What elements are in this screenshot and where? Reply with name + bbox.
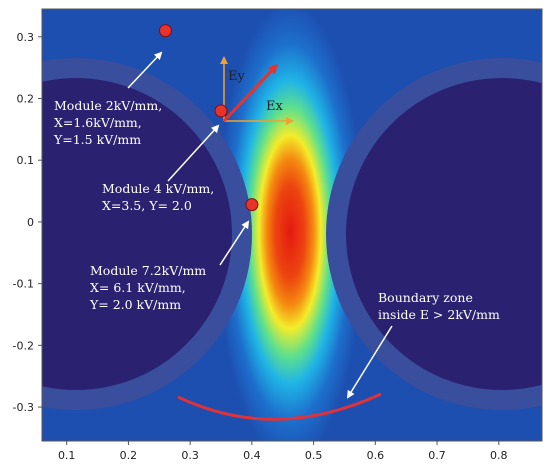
boundary-zone-arc xyxy=(177,392,382,421)
y-tick-label: 0.1 xyxy=(17,154,35,167)
label-module-7-2: Module 7.2kV/mm X= 6.1 kV/mm, Y= 2.0 kV/… xyxy=(89,263,210,312)
left-electrode xyxy=(42,78,232,390)
x-tick-label: 0.6 xyxy=(367,449,385,462)
label-module-7-2-line-2: X= 6.1 kV/mm, xyxy=(90,280,186,295)
label-boundary-line-1: Boundary zone xyxy=(378,290,473,305)
x-tick-label: 0.7 xyxy=(428,449,446,462)
label-module-4-line-2: X=3.5, Y= 2.0 xyxy=(102,198,192,213)
field-vector-diagram: Ey Ex xyxy=(220,56,294,125)
label-module-7-2-line-1: Module 7.2kV/mm xyxy=(90,263,206,278)
field-vector-arrow xyxy=(222,63,279,123)
y-tick-label: -0.3 xyxy=(13,401,34,414)
arrow-module-7-2 xyxy=(219,220,250,266)
label-boundary-line-2: inside E > 2kV/mm xyxy=(378,307,500,322)
arrow-boundary xyxy=(346,325,393,399)
ex-label: Ex xyxy=(266,99,283,114)
label-boundary-zone: Boundary zone inside E > 2kV/mm xyxy=(378,290,500,322)
measurement-points xyxy=(158,24,259,212)
point-module-4 xyxy=(214,104,228,118)
x-tick-label: 0.8 xyxy=(490,449,508,462)
label-module-7-2-line-3: Y= 2.0 kV/mm xyxy=(89,297,181,312)
y-tick-label: 0.2 xyxy=(17,92,35,105)
label-module-4: Module 4 kV/mm, X=3.5, Y= 2.0 xyxy=(102,181,218,213)
plot-area xyxy=(42,9,542,441)
arrow-module-4 xyxy=(167,124,220,182)
label-module-2-line-3: Y=1.5 kV/mm xyxy=(53,132,141,147)
label-module-2: Module 2kV/mm, X=1.6kV/mm, Y=1.5 kV/mm xyxy=(53,98,166,147)
point-module-7-2 xyxy=(245,198,259,212)
ey-label: Ey xyxy=(228,69,245,84)
x-tick-label: 0.2 xyxy=(120,449,138,462)
x-tick-label: 0.4 xyxy=(243,449,261,462)
y-tick-label: -0.1 xyxy=(13,278,34,291)
x-tick-label: 0.3 xyxy=(181,449,199,462)
x-tick-label: 0.5 xyxy=(305,449,323,462)
label-module-2-line-1: Module 2kV/mm, xyxy=(54,98,162,113)
point-module-2 xyxy=(158,24,172,38)
label-module-4-line-1: Module 4 kV/mm, xyxy=(102,181,214,196)
y-tick-label: 0 xyxy=(27,216,34,229)
label-module-2-line-2: X=1.6kV/mm, xyxy=(54,115,142,130)
x-tick-label: 0.1 xyxy=(58,449,76,462)
plot-frame xyxy=(41,8,543,442)
arrow-module-2 xyxy=(127,51,163,89)
y-tick-label: 0.3 xyxy=(17,31,35,44)
y-tick-label: -0.2 xyxy=(13,339,34,352)
annotation-arrows xyxy=(127,51,393,399)
right-electrode xyxy=(346,78,542,390)
axis-ticks: 0.1 0.2 0.3 0.4 0.5 0.6 0.7 0.8 0.3 0.2 0.1 0 -0.1 -0… xyxy=(13,31,508,462)
